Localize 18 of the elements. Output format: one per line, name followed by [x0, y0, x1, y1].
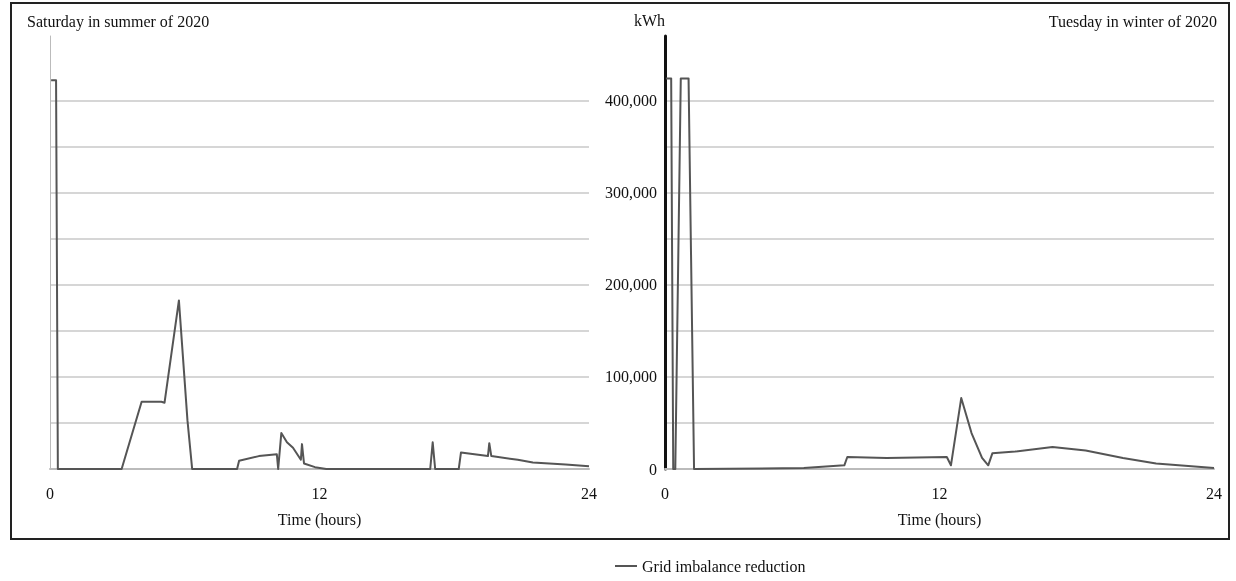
- x-axis-title: Time (hours): [897, 510, 982, 529]
- line-series: [664, 77, 1215, 470]
- x-tick-label: 12: [311, 484, 328, 502]
- x-tick-label: 0: [46, 484, 54, 502]
- legend-label: Grid imbalance reduction: [642, 557, 806, 575]
- chart-title: Saturday in summer of 2020: [27, 12, 210, 31]
- chart-title: Tuesday in winter of 2020: [1048, 12, 1218, 31]
- x-tick-label: 12: [931, 484, 948, 502]
- y-tick-label: 0: [649, 460, 657, 478]
- x-axis-title: Time (hours): [277, 510, 362, 529]
- x-tick-label: 24: [581, 484, 597, 502]
- x-tick-label: 24: [1206, 484, 1222, 502]
- y-axis-title: kWh: [633, 11, 665, 29]
- y-tick-label: 100,000: [605, 368, 657, 386]
- y-tick-label: 400,000: [605, 91, 657, 109]
- y-tick-label: 300,000: [605, 184, 657, 202]
- x-tick-label: 0: [661, 484, 669, 502]
- y-tick-label: 200,000: [605, 276, 657, 294]
